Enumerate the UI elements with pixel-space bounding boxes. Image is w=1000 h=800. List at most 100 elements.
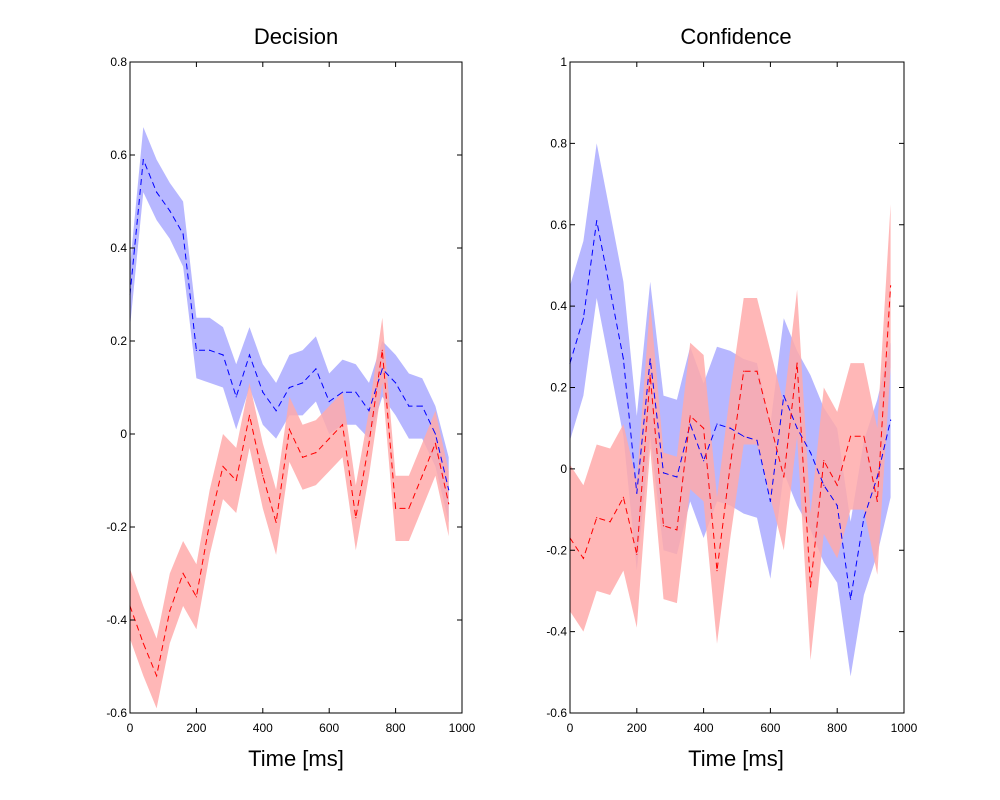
- decision-band-blue: [130, 127, 449, 523]
- confidence-data-point: [622, 496, 625, 498]
- decision-data-point: [275, 410, 277, 412]
- decision-data-point: [381, 349, 383, 351]
- decision-data-point: [355, 517, 357, 519]
- x-tick-label: 0: [127, 721, 134, 735]
- decision-panel: Decision 0 200 400 600 800 1000 -0.6-0.4-0.20…: [106, 24, 475, 771]
- x-tick-label: 400: [253, 721, 273, 735]
- decision-data-point: [248, 414, 251, 416]
- confidence-title: Confidence: [680, 24, 791, 49]
- decision-data-point: [262, 391, 264, 393]
- decision-data-point: [302, 456, 304, 458]
- decision-data-point: [235, 479, 237, 482]
- decision-y-ticks: -0.6 -0.4 -0.2 0 0.2 0.4 0.6 0.8: [106, 55, 462, 720]
- x-tick-label: 800: [827, 721, 847, 735]
- confidence-panel: Confidence 0 200 400 600 800 1000 -0.6-0.4-0.…: [546, 24, 917, 771]
- confidence-data-point: [676, 529, 678, 531]
- confidence-data-point: [636, 492, 638, 494]
- confidence-data-point: [596, 517, 598, 519]
- decision-data-point: [448, 489, 450, 491]
- confidence-data-point: [863, 435, 865, 437]
- confidence-data-point: [649, 358, 651, 360]
- decision-data-point: [222, 354, 224, 356]
- y-tick-label: 0.2: [550, 381, 567, 395]
- decision-x-axis-label: Time [ms]: [248, 746, 344, 771]
- confidence-band-red: [570, 204, 891, 661]
- confidence-data-point: [716, 423, 718, 425]
- confidence-data-point: [662, 525, 665, 527]
- confidence-data-point: [582, 317, 585, 319]
- y-tick-label: -0.6: [106, 706, 127, 720]
- confidence-data-point: [836, 484, 838, 486]
- y-tick-label: 0.2: [110, 334, 127, 348]
- decision-data-point: [182, 572, 184, 575]
- y-tick-label: 0.6: [550, 218, 567, 232]
- confidence-data-point: [809, 586, 812, 588]
- confidence-data-point: [729, 427, 731, 429]
- decision-data-point: [395, 382, 397, 384]
- x-tick-label: 200: [186, 721, 206, 735]
- confidence-data-point: [662, 472, 665, 474]
- confidence-data-point: [796, 427, 798, 429]
- confidence-data-point: [756, 370, 758, 372]
- y-tick-label: -0.4: [106, 613, 127, 627]
- decision-data-point: [262, 475, 264, 477]
- confidence-data-point: [703, 460, 705, 462]
- confidence-data-point: [756, 439, 758, 441]
- confidence-data-point: [850, 598, 852, 600]
- y-tick-label: 0.8: [550, 136, 567, 150]
- decision-data-point: [341, 391, 344, 393]
- decision-title: Decision: [254, 24, 338, 49]
- confidence-data-point: [609, 521, 611, 523]
- confidence-data-point: [850, 435, 852, 437]
- decision-data-point: [381, 368, 383, 370]
- confidence-data-point: [876, 476, 878, 478]
- confidence-data-point: [729, 464, 731, 466]
- decision-data-point: [275, 521, 277, 524]
- decision-data-point: [315, 452, 317, 454]
- confidence-data-point: [582, 557, 585, 560]
- y-tick-label: -0.6: [546, 706, 567, 720]
- x-tick-label: 600: [319, 721, 339, 735]
- decision-data-point: [408, 507, 410, 509]
- confidence-data-point: [783, 395, 785, 397]
- x-tick-label: 1000: [891, 721, 918, 735]
- decision-data-point: [195, 349, 197, 351]
- confidence-data-point: [823, 484, 825, 486]
- decision-data-point: [169, 210, 171, 212]
- decision-data-point: [248, 354, 251, 356]
- confidence-data-point: [769, 500, 772, 502]
- decision-data-point: [368, 410, 370, 412]
- x-tick-label: 400: [694, 721, 714, 735]
- y-tick-label: 1: [560, 55, 567, 69]
- decision-data-point: [448, 503, 450, 505]
- confidence-data-point: [890, 285, 892, 287]
- confidence-x-axis-label: Time [ms]: [688, 746, 784, 771]
- decision-data-point: [421, 405, 423, 407]
- decision-data-point: [288, 386, 290, 389]
- confidence-data-point: [836, 504, 838, 507]
- confidence-data-point: [636, 553, 638, 555]
- y-tick-label: 0: [120, 427, 127, 441]
- x-tick-label: 200: [627, 721, 647, 735]
- decision-data-point: [341, 424, 344, 426]
- decision-data-point: [235, 396, 237, 398]
- decision-data-point: [156, 191, 158, 193]
- confidence-data-point: [609, 289, 611, 291]
- decision-data-point: [395, 507, 397, 509]
- confidence-data-point: [689, 415, 691, 417]
- y-tick-label: -0.2: [546, 543, 567, 557]
- decision-axes-box: [129, 61, 463, 714]
- decision-data-point: [328, 400, 330, 403]
- confidence-data-point: [649, 374, 651, 376]
- decision-data-point: [434, 442, 436, 444]
- y-tick-label: 0.4: [550, 299, 567, 313]
- confidence-data-point: [823, 460, 825, 462]
- confidence-data-point: [809, 452, 812, 454]
- confidence-data-point: [743, 370, 745, 372]
- decision-mean-lines: [129, 159, 450, 678]
- confidence-data-point: [622, 358, 625, 360]
- confidence-x-ticks: 0 200 400 600 800 1000: [567, 62, 918, 735]
- confidence-data-point: [783, 476, 785, 478]
- decision-x-ticks: 0 200 400 600 800 1000: [127, 62, 476, 735]
